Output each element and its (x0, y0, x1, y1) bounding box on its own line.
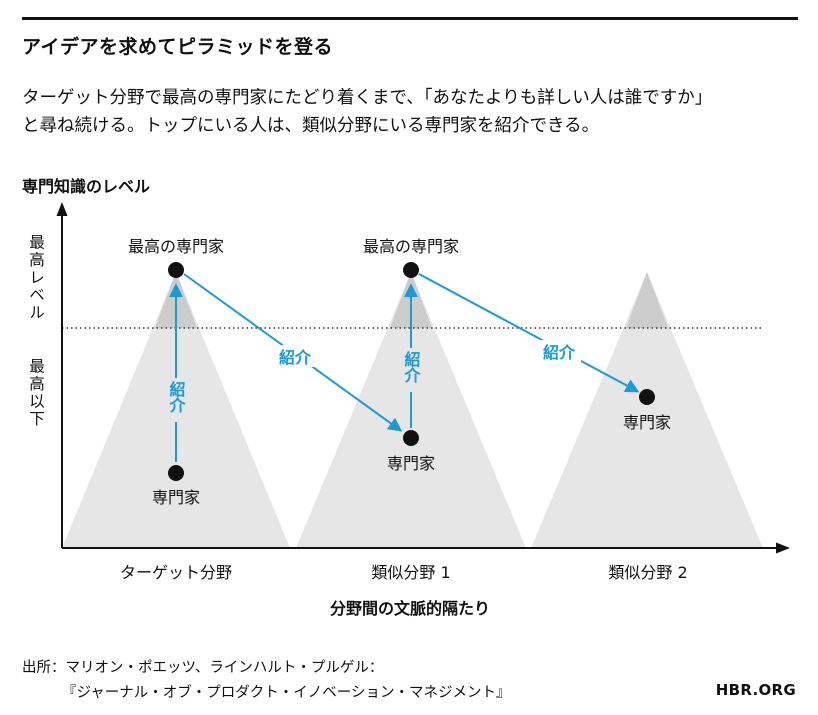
x-axis-title: 分野間の文脈的隔たり (330, 599, 490, 618)
subtitle: ターゲット分野で最高の専門家にたどり着くまで、「あなたよりも詳しい人は誰ですか」… (22, 84, 812, 140)
expert-node-1 (168, 465, 184, 481)
referral-label-diagonal-1: 紹介 (279, 348, 312, 367)
y-label-top: 最高レベル (27, 234, 45, 322)
top-expert-label-2: 最高の専門家 (363, 237, 459, 256)
subtitle-line-2: と尋ね続ける。トップにいる人は、類似分野にいる専門家を紹介できる。 (22, 116, 600, 136)
expert-label-3: 専門家 (623, 413, 671, 432)
top-rule (22, 17, 798, 20)
source-line-2: 『ジャーナル・オブ・プロダクト・イノベーション・マネジメント』 (62, 685, 511, 701)
referral-label-vertical-2: 紹介 (402, 350, 422, 383)
field-label-similar-2: 類似分野 2 (608, 563, 687, 582)
source-citation: 出所：マリオン・ポエッツ、ラインハルト・プルゲル： 『ジャーナル・オブ・プロダク… (22, 656, 510, 706)
source-line-1: 出所：マリオン・ポエッツ、ラインハルト・プルゲル： (22, 660, 384, 676)
expert-label-2: 専門家 (387, 454, 435, 473)
referral-label-diagonal-2: 紹介 (543, 343, 576, 362)
y-axis-arrowhead (56, 202, 68, 216)
referral-label-vertical-1: 紹介 (167, 380, 187, 413)
top-expert-label-1: 最高の専門家 (128, 237, 224, 256)
expert-node-2 (403, 430, 419, 446)
expert-node-3 (639, 389, 655, 405)
top-expert-node-2 (403, 262, 419, 278)
field-label-target: ターゲット分野 (120, 563, 232, 582)
field-label-similar-1: 類似分野 1 (371, 563, 450, 582)
referral-arrow-across-2 (418, 273, 640, 393)
page-title: アイデアを求めてピラミッドを登る (22, 36, 334, 58)
expert-label-1: 専門家 (152, 488, 200, 507)
y-label-bottom: 最高以下 (27, 358, 45, 428)
brand-logo-text: HBR.ORG (715, 681, 796, 699)
top-expert-node-1 (168, 262, 184, 278)
x-axis-arrowhead (776, 542, 790, 554)
y-axis-title: 専門知識のレベル (22, 177, 150, 196)
subtitle-line-1: ターゲット分野で最高の専門家にたどり着くまで、「あなたよりも詳しい人は誰ですか」 (22, 88, 713, 108)
pyramid-similar-field-2 (531, 272, 763, 548)
